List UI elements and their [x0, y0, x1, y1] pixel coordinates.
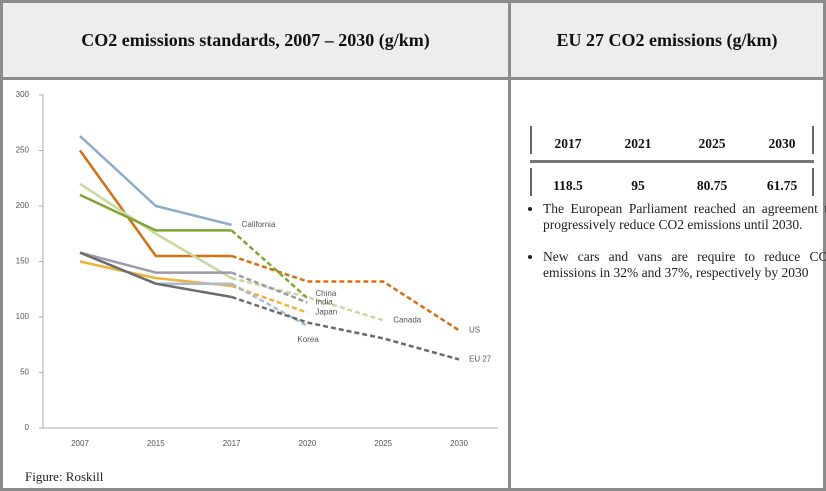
table-cell: 2017 [554, 136, 582, 151]
x-tick-label: 2017 [223, 439, 241, 448]
table: 2017 118.5 2021 95 2025 80.75 2030 61.75 [530, 126, 814, 196]
table-bar [812, 168, 814, 196]
y-tick-label: 50 [20, 368, 29, 377]
source: Figure: Roskill [25, 469, 104, 484]
series-line [231, 284, 308, 314]
series-line [79, 251, 232, 274]
left-header: CO2 emissions standards, 2007 – 2030 (g/… [3, 3, 508, 80]
table-rule [530, 160, 814, 163]
table-bar [530, 168, 532, 196]
series-line [231, 295, 460, 361]
right-header: EU 27 CO2 emissions (g/km) [511, 3, 823, 80]
series-label: Canada [393, 315, 422, 324]
series-line [78, 149, 232, 258]
series-label: EU 27 [469, 355, 492, 364]
series-label: Japan [315, 308, 337, 317]
x-tick-label: 2007 [71, 439, 89, 448]
bullets: The European Parliament reached an agree… [525, 201, 826, 297]
series-line [79, 193, 232, 232]
table-cell: 2021 [624, 136, 652, 151]
series-line [79, 135, 232, 227]
bullet: The European Parliament reached an agree… [543, 201, 826, 233]
series-label: India [315, 298, 333, 307]
series-label: China [315, 289, 336, 298]
divider [508, 3, 511, 488]
table-cell: 80.75 [696, 178, 728, 193]
y-tick-label: 200 [16, 201, 30, 210]
table-cell: 118.5 [553, 178, 583, 193]
series-label: Korea [297, 335, 319, 344]
series-line [79, 182, 233, 280]
y-tick-label: 100 [16, 312, 30, 321]
y-tick-label: 150 [16, 257, 30, 266]
series-line [79, 251, 232, 299]
table-cell: 95 [631, 178, 645, 193]
table-cell: 2030 [768, 136, 796, 151]
y-tick-label: 300 [16, 90, 30, 99]
series-line [230, 229, 309, 300]
table-bar [530, 126, 532, 154]
table-cell: 2025 [698, 136, 726, 151]
series-line [231, 271, 308, 304]
x-tick-label: 2030 [450, 439, 468, 448]
series-line [231, 276, 384, 322]
chart: 0 50 100 150 200 250 300 2007 2015 2017 2020 2025 20… [16, 90, 498, 448]
y-tick-label: 0 [25, 423, 30, 432]
table-bar [812, 126, 814, 154]
y-tick-label: 250 [16, 146, 30, 155]
series-label: US [469, 325, 480, 334]
bullet: New cars and vans are require to reduce … [543, 249, 826, 281]
x-tick-label: 2025 [374, 439, 392, 448]
x-tick-label: 2015 [147, 439, 165, 448]
series-label: California [242, 220, 276, 229]
series-line [231, 254, 460, 332]
table-cell: 61.75 [766, 178, 798, 193]
x-tick-label: 2020 [299, 439, 317, 448]
